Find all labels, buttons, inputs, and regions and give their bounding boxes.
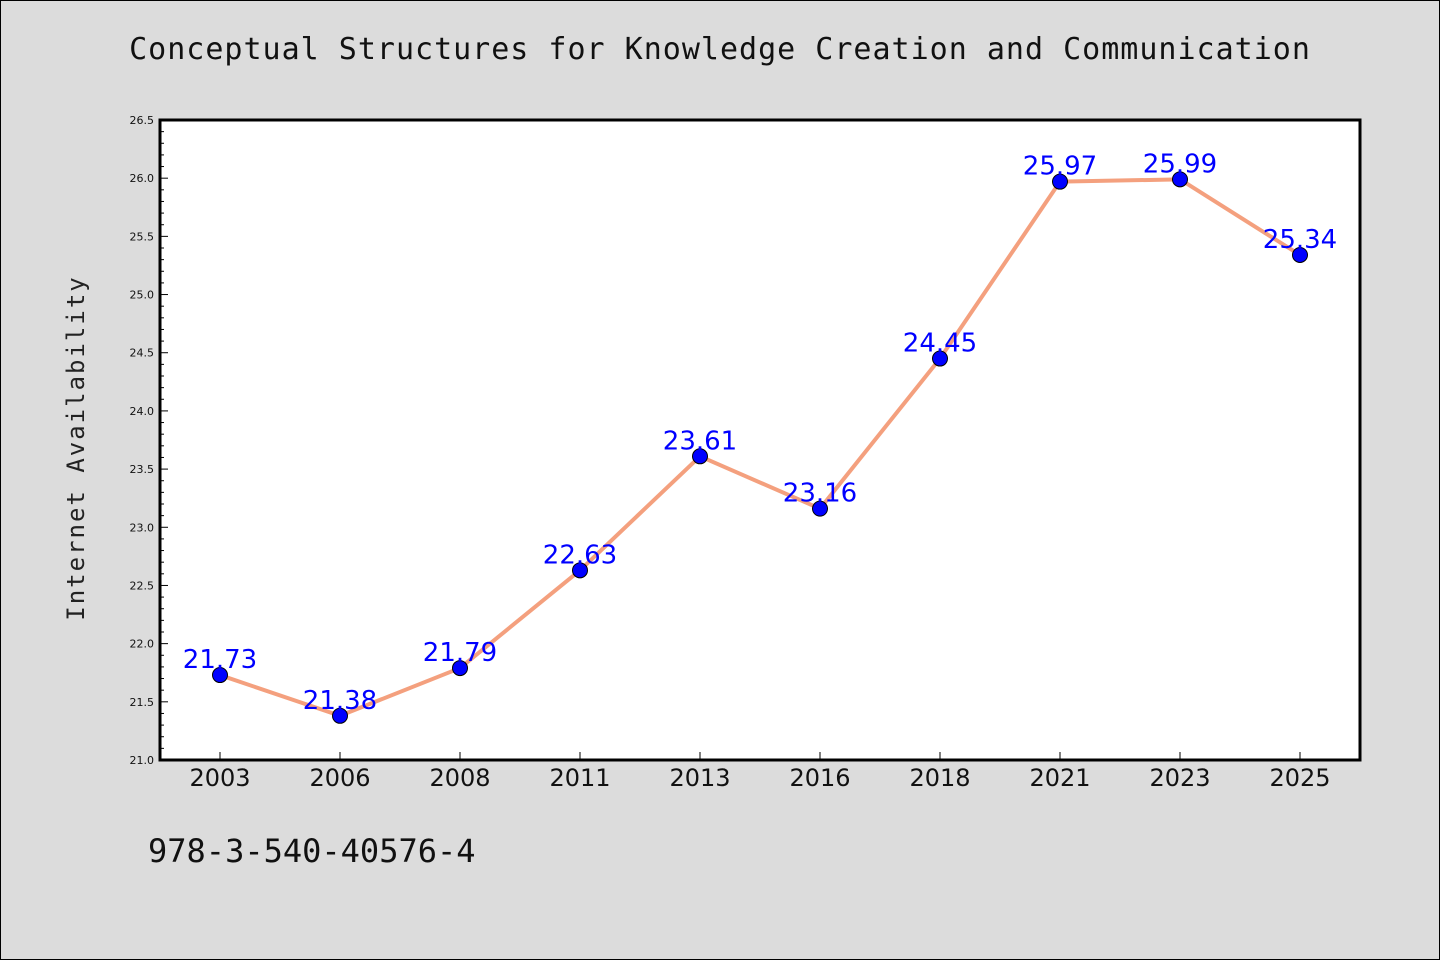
plot-area: [160, 120, 1360, 760]
data-labels-group: 21.73 21.38 21.79 22.63 23.61 23.16 24.45 25.97…: [183, 149, 1337, 715]
series-line: [219, 177, 1302, 718]
data-point: [932, 350, 948, 367]
footer-isbn: 978-3-540-40576-4: [148, 832, 476, 870]
data-label: 23.61: [663, 426, 737, 456]
data-point: [1172, 171, 1188, 188]
y-tick-label: 22.0: [130, 638, 155, 651]
data-point: [332, 707, 348, 724]
y-tick-label: 21.0: [130, 754, 155, 767]
data-label: 25.34: [1263, 225, 1337, 255]
data-label: 22.63: [543, 540, 617, 570]
x-tick-label: 2021: [1029, 764, 1090, 792]
data-label: 21.73: [183, 645, 257, 675]
chart-title: Conceptual Structures for Knowledge Crea…: [129, 32, 1311, 67]
x-tick-label: 2013: [669, 764, 730, 792]
data-point: [812, 500, 828, 517]
y-tick-label: 26.5: [130, 114, 155, 127]
x-tick-label: 2006: [309, 764, 370, 792]
y-tick-label: 24.0: [130, 405, 155, 418]
data-label: 25.97: [1023, 152, 1097, 182]
data-label: 23.16: [783, 479, 857, 509]
data-label: 21.38: [303, 686, 377, 716]
data-label: 21.79: [423, 638, 497, 668]
data-point: [1292, 246, 1308, 263]
x-tick-label: 2008: [429, 764, 490, 792]
y-tick-label: 22.5: [130, 579, 155, 592]
y-tick-label: 25.0: [130, 289, 155, 302]
plot-border: [158, 118, 1362, 762]
x-tick-label: 2025: [1269, 764, 1330, 792]
data-point: [452, 660, 468, 677]
x-tick-label: 2011: [549, 764, 610, 792]
data-point: [692, 448, 708, 465]
y-tick-label: 23.5: [130, 463, 155, 476]
data-label: 24.45: [903, 329, 977, 359]
x-tick-label: 2018: [909, 764, 970, 792]
y-tick-label: 25.5: [130, 230, 155, 243]
data-label: 25.99: [1143, 149, 1217, 179]
data-point: [572, 562, 588, 579]
x-tick-label: 2023: [1149, 764, 1210, 792]
x-tick-label: 2016: [789, 764, 850, 792]
y-tick-label: 26.0: [130, 172, 155, 185]
y-tick-label: 21.5: [130, 696, 155, 709]
x-tick-label: 2003: [189, 764, 250, 792]
y-tick-label: 24.5: [130, 347, 155, 360]
y-tick-label: 23.0: [130, 521, 155, 534]
data-point: [1052, 173, 1068, 190]
series-group: [212, 171, 1308, 724]
x-axis-ticks: 2003 2006 2008 2011 2013 2016 2018 2021 2023 2025: [189, 752, 1331, 792]
data-point: [212, 667, 228, 684]
